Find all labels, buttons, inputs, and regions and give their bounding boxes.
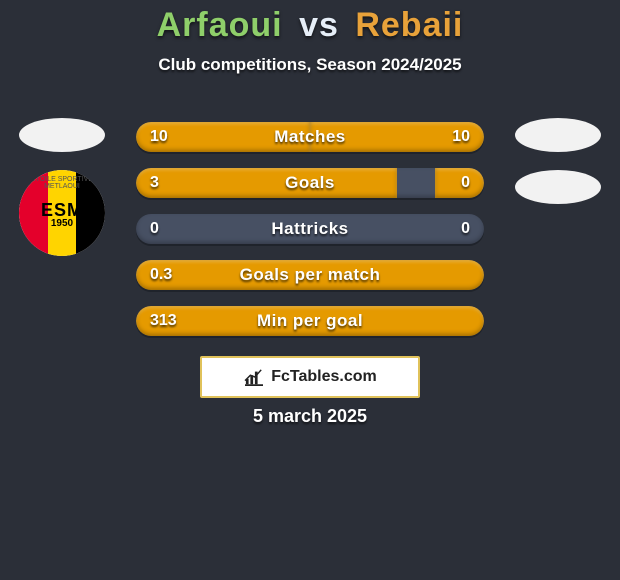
stat-row: 0Hattricks0 bbox=[136, 214, 484, 244]
player-b-team-oval bbox=[515, 170, 601, 204]
crest-arc-text: ETOILE SPORTIVE METLAOUI bbox=[19, 176, 105, 190]
player-a-crest: ETOILE SPORTIVE METLAOUI ESM 1950 bbox=[19, 170, 105, 256]
player-b-name: Rebaii bbox=[355, 6, 463, 44]
subtitle: Club competitions, Season 2024/2025 bbox=[0, 55, 620, 75]
player-b-club-oval bbox=[515, 118, 601, 152]
brand-text: FcTables.com bbox=[271, 368, 377, 386]
player-a-club-oval bbox=[19, 118, 105, 152]
stat-label: Matches bbox=[136, 122, 484, 152]
stat-value-right: 0 bbox=[461, 214, 470, 244]
stat-value-right: 10 bbox=[452, 122, 470, 152]
stat-row: 0.3Goals per match bbox=[136, 260, 484, 290]
stat-row: 313Min per goal bbox=[136, 306, 484, 336]
bar-chart-icon bbox=[243, 368, 265, 386]
stat-row: 10Matches10 bbox=[136, 122, 484, 152]
stat-label: Goals bbox=[136, 168, 484, 198]
stat-label: Hattricks bbox=[136, 214, 484, 244]
stat-row: 3Goals0 bbox=[136, 168, 484, 198]
crest-year: 1950 bbox=[51, 218, 73, 229]
brand-box: FcTables.com bbox=[200, 356, 420, 398]
player-b-avatars bbox=[508, 118, 608, 204]
comparison-card: Arfaoui vs Rebaii Club competitions, Sea… bbox=[0, 0, 620, 580]
stat-label: Min per goal bbox=[136, 306, 484, 336]
vs-text: vs bbox=[299, 6, 339, 44]
player-a-name: Arfaoui bbox=[157, 6, 283, 44]
stat-label: Goals per match bbox=[136, 260, 484, 290]
stat-bars: 10Matches103Goals00Hattricks00.3Goals pe… bbox=[136, 122, 484, 336]
footer-date: 5 march 2025 bbox=[0, 406, 620, 427]
title: Arfaoui vs Rebaii bbox=[0, 0, 620, 45]
stat-value-right: 0 bbox=[461, 168, 470, 198]
player-a-avatars: ETOILE SPORTIVE METLAOUI ESM 1950 bbox=[12, 118, 112, 256]
